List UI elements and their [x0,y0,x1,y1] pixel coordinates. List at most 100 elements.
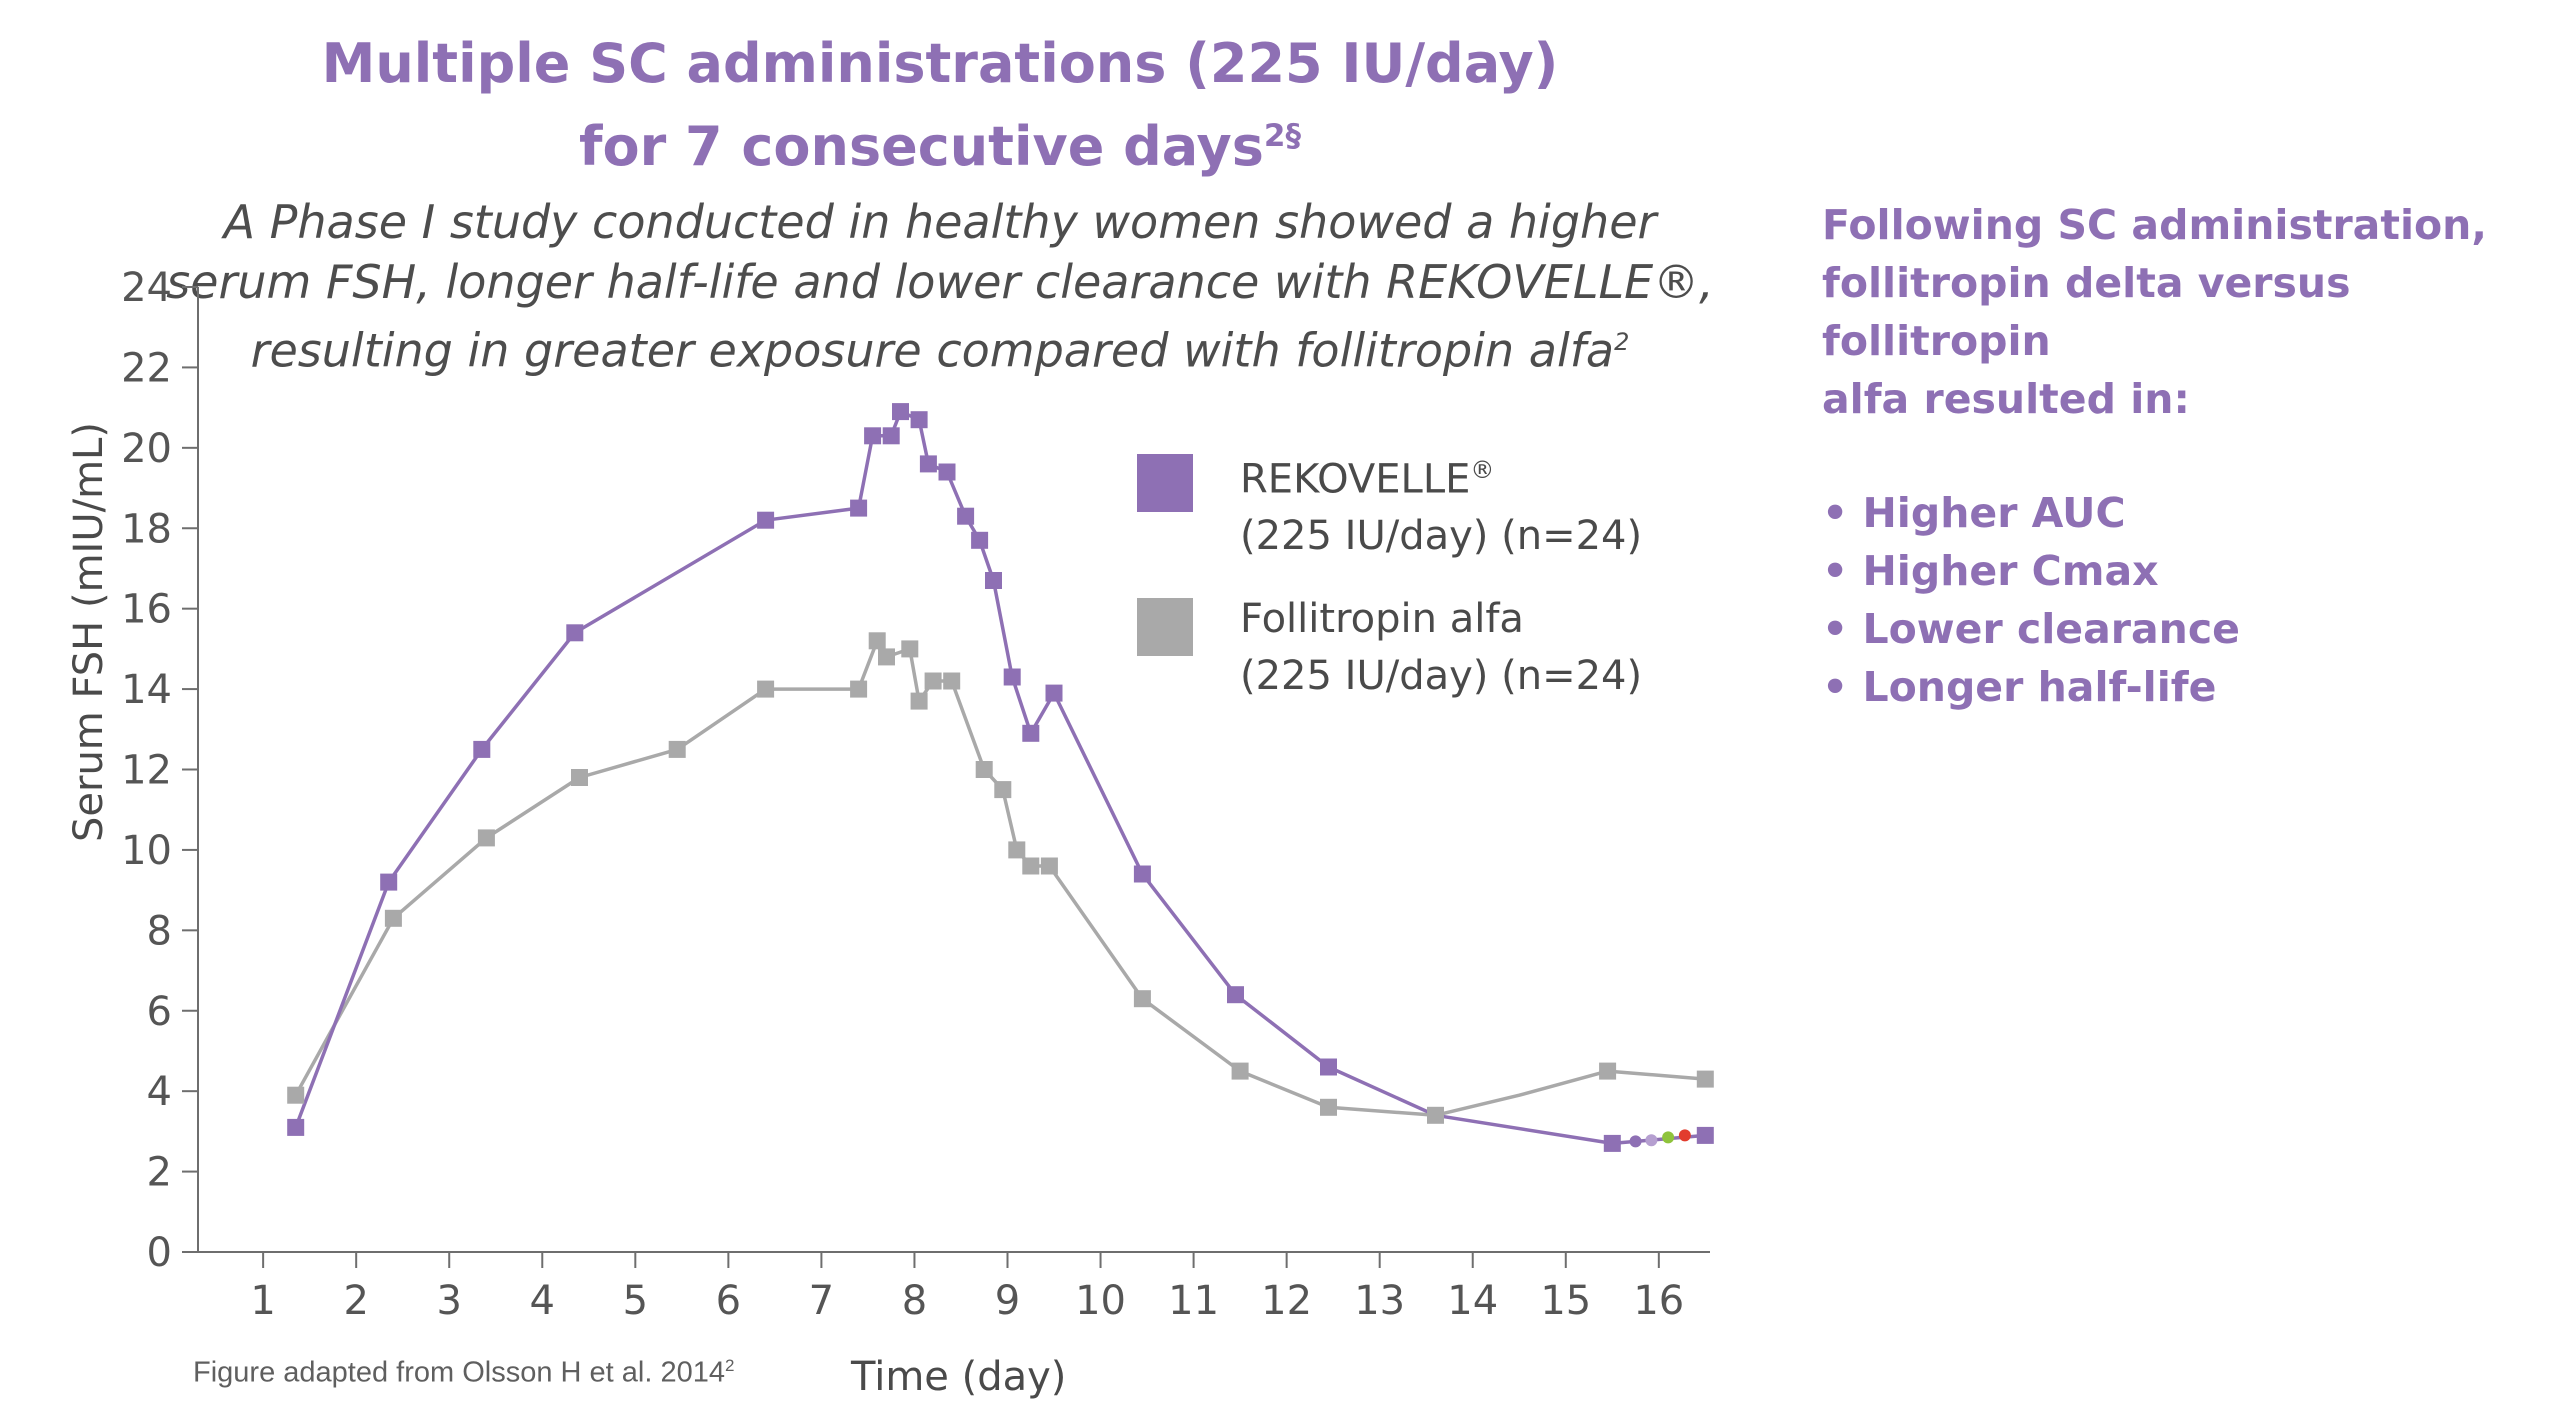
legend-rekovelle-line-1: REKOVELLE® [1240,442,1642,508]
follitropin-alfa-marker [1022,857,1040,875]
x-tick-label: 10 [1075,1278,1126,1324]
legend-label-rekovelle: REKOVELLE® (225 IU/day) (n=24) [1240,442,1642,565]
y-tick-label: 24 [121,265,172,311]
x-tick-label: 1 [250,1278,275,1324]
side-heading-line-1: Following SC administration, [1822,201,2487,249]
rekovelle-marker [1696,1126,1714,1144]
y-tick-label: 4 [147,1069,172,1115]
y-tick-label: 10 [121,828,172,874]
legend-fa-line-2: (225 IU/day) (n=24) [1240,653,1643,699]
side-bullet-list: • Higher AUC • Higher Cmax • Lower clear… [1822,484,2542,716]
x-axis-label: Time (day) [851,1354,1067,1400]
x-tick-label: 2 [343,1278,368,1324]
chart-title: Multiple SC administrations (225 IU/day)… [0,28,1880,183]
follitropin-alfa-marker [994,781,1012,799]
side-panel: Following SC administration, follitropin… [1822,196,2542,716]
rekovelle-marker [380,873,398,891]
legend-swatch-rekovelle [1137,454,1193,512]
side-bullet: • Higher Cmax [1822,547,2159,595]
x-tick-label: 6 [716,1278,741,1324]
rekovelle-marker [892,403,909,421]
legend-label-follitropin-alfa: Follitropin alfa (225 IU/day) (n=24) [1240,591,1642,705]
rekovelle-marker [985,572,1002,589]
rekovelle-marker [957,507,975,525]
x-tick-label: 3 [436,1278,461,1324]
x-tick-label: 5 [623,1278,648,1324]
follitropin-alfa-line [294,639,1706,1118]
title-superscript: 2§ [1263,118,1301,154]
rekovelle-marker [1022,724,1040,742]
follitropin-alfa-marker [384,909,402,927]
decorative-dot [1662,1131,1675,1144]
rekovelle-marker [757,511,775,529]
y-tick-label: 12 [121,748,172,794]
follitropin-alfa-marker [850,680,868,698]
x-tick-label: 15 [1540,1278,1591,1324]
rekovelle-marker [1045,684,1063,702]
rekovelle-marker [1227,986,1244,1004]
decorative-dot [1678,1129,1691,1142]
side-heading-line-2: follitropin delta versus follitropin [1822,259,2351,365]
subtitle-superscript: 2 [1614,328,1630,356]
y-axis-label: Serum FSH (mIU/mL) [66,422,112,842]
decorative-dot [1645,1134,1658,1147]
subtitle-line-2: serum FSH, longer half-life and lower cl… [166,255,1714,309]
y-tick-label: 22 [121,345,172,391]
follitropin-alfa-marker [878,648,895,666]
follitropin-alfa-marker [1427,1106,1444,1124]
rekovelle-marker [566,624,584,642]
follitropin-alfa-marker [1040,857,1058,875]
x-tick-label: 14 [1447,1278,1498,1324]
x-tick-label: 4 [530,1278,555,1324]
rekovelle-marker [882,427,900,445]
rekovelle-marker [473,740,491,758]
side-heading-line-3: alfa resulted in: [1822,375,2190,423]
legend-rekovelle-line-2: (225 IU/day) (n=24) [1240,513,1643,560]
follitropin-alfa-marker [975,761,993,778]
side-bullet: • Lower clearance [1822,605,2240,653]
y-tick-label: 6 [147,989,172,1035]
x-tick-label: 16 [1633,1278,1684,1324]
subtitle-line-1: A Phase I study conducted in healthy wom… [223,195,1657,249]
side-bullet: • Longer half-life [1822,663,2217,711]
rekovelle-marker [910,411,928,429]
follitropin-alfa-marker [1320,1098,1337,1116]
follitropin-alfa-marker [901,640,919,658]
follitropin-alfa-marker [477,829,495,847]
y-tick-label: 20 [121,426,172,472]
rekovelle-marker [938,463,956,481]
y-tick-label: 0 [147,1230,172,1276]
footnote-superscript: 2 [724,1356,735,1375]
rekovelle-marker [1603,1134,1621,1152]
legend-rekovelle-name: REKOVELLE [1240,456,1471,503]
subtitle-line-3: resulting in greater exposure compared w… [0,312,1880,380]
rekovelle-marker [864,427,882,445]
rekovelle-marker [919,455,937,473]
x-tick-label: 12 [1261,1278,1312,1324]
legend-rekovelle-registered: ® [1470,456,1495,484]
legend-fa-line-1: Follitropin alfa [1240,596,1524,642]
follitropin-alfa-marker [1696,1070,1714,1088]
y-tick-label: 8 [147,908,172,954]
x-tick-label: 13 [1354,1278,1405,1324]
rekovelle-marker [971,531,989,549]
y-tick-label: 14 [121,667,172,713]
rekovelle-line [294,409,1706,1146]
follitropin-alfa-marker [757,680,775,698]
title-line-1: Multiple SC administrations (225 IU/day) [321,32,1559,95]
follitropin-alfa-marker [910,692,928,710]
rekovelle-marker [287,1118,305,1136]
follitropin-alfa-marker [668,740,686,758]
rekovelle-marker [1320,1058,1337,1076]
follitropin-alfa-marker [924,672,942,690]
follitropin-alfa-marker [1599,1062,1617,1080]
title-line-2: for 7 consecutive days2§ [0,100,1880,183]
follitropin-alfa-marker [287,1086,305,1104]
side-bullet: • Higher AUC [1822,489,2126,537]
x-tick-label: 8 [902,1278,927,1324]
x-tick-label: 11 [1168,1278,1219,1324]
y-tick-label: 16 [121,587,172,633]
x-tick-label: 9 [995,1278,1020,1324]
